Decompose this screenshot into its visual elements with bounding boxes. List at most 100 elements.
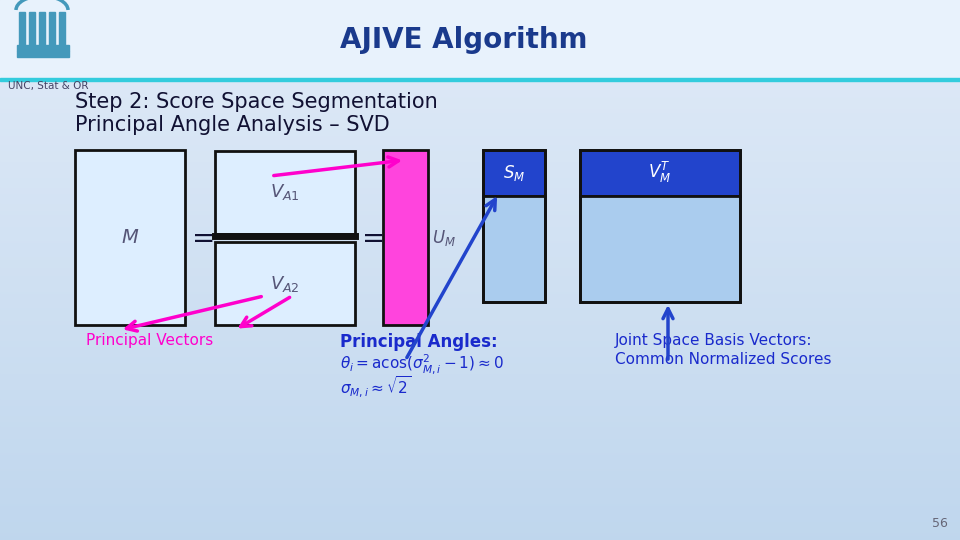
Bar [0,45,960,46]
Bar [0,90,960,91]
Bar [0,285,960,286]
Bar [0,236,960,237]
Bar [0,479,960,480]
Bar [0,86,960,87]
Text: $V_{A1}$: $V_{A1}$ [270,183,300,202]
Bar [0,480,960,481]
Bar [0,536,960,537]
Bar [0,215,960,216]
Bar [0,511,960,512]
Bar [0,477,960,478]
Bar [0,127,960,128]
Bar [0,147,960,148]
Bar [0,514,960,515]
Bar [0,380,960,381]
Bar [0,19,960,20]
Bar [0,264,960,265]
Bar [0,120,960,121]
Bar [0,59,960,60]
Bar [0,266,960,267]
Bar [0,226,960,227]
Bar [0,206,960,207]
Bar [0,119,960,120]
Bar [0,167,960,168]
Bar [0,54,960,55]
Bar [0,488,960,489]
Bar [0,157,960,158]
Bar [0,414,960,415]
Bar [0,289,960,290]
Bar [0,180,960,181]
Bar [580,150,740,302]
Bar [0,412,960,413]
Bar [0,110,960,111]
Bar [0,359,960,360]
Bar [0,234,960,235]
Bar [0,307,960,308]
Bar [0,311,960,312]
Bar [0,448,960,449]
Bar [0,484,960,485]
Bar [0,345,960,346]
Bar [0,387,960,388]
Bar [0,376,960,377]
Bar [0,393,960,394]
Bar [0,263,960,264]
Bar [0,490,960,491]
Bar [0,210,960,211]
Bar [0,256,960,257]
Bar [0,158,960,159]
Bar [0,47,960,48]
Bar [0,364,960,365]
Bar [215,151,355,234]
Bar [0,12,960,13]
Bar [0,199,960,200]
Bar [0,140,960,141]
Bar [0,171,960,172]
Bar [0,11,960,12]
Bar [0,57,960,58]
Bar [0,98,960,99]
Bar [0,109,960,110]
Bar [0,141,960,142]
Bar [0,176,960,177]
Bar [0,0,960,78]
Bar [0,23,960,24]
Bar [0,452,960,453]
Bar [0,34,960,35]
Bar [0,537,960,538]
Bar [0,142,960,143]
Bar [0,94,960,95]
Bar [0,203,960,204]
Bar [0,77,960,78]
Bar [0,360,960,361]
Bar [0,351,960,352]
Bar [0,165,960,166]
Bar [0,239,960,240]
Bar [0,446,960,447]
Bar [0,205,960,206]
Bar [0,74,960,75]
Bar [0,331,960,332]
Bar [0,478,960,479]
Bar [0,129,960,130]
Bar [0,297,960,298]
Bar [0,392,960,393]
Bar [0,172,960,173]
Bar [0,382,960,383]
Bar [0,4,960,5]
Bar [0,183,960,184]
Bar [0,489,960,490]
Bar [0,24,960,25]
Bar [0,435,960,436]
Bar [0,491,960,492]
Bar [0,430,960,431]
Text: AJIVE Algorithm: AJIVE Algorithm [340,26,588,54]
Bar [0,188,960,189]
Bar [0,445,960,446]
Bar [0,173,960,174]
Bar [0,216,960,217]
Bar [0,323,960,324]
Bar [0,174,960,175]
Bar [0,330,960,331]
